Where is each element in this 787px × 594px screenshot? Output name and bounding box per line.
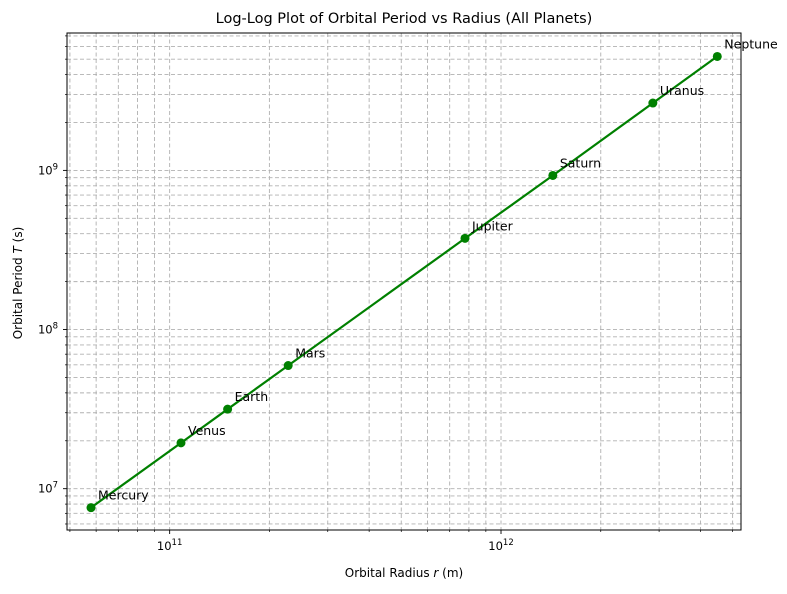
chart-title: Log-Log Plot of Orbital Period vs Radius… <box>216 11 593 27</box>
point-label-mercury: Mercury <box>98 488 149 503</box>
point-labels: Mercury Venus Earth Mars Jupiter Saturn Uranus… <box>98 36 778 502</box>
point-label-venus: Venus <box>188 423 226 438</box>
point-label-neptune: Neptune <box>724 36 778 51</box>
point-label-mars: Mars <box>295 346 325 361</box>
y-tick-label: 107 <box>38 481 58 496</box>
series-line <box>90 55 718 509</box>
data-point-mercury <box>86 503 96 513</box>
point-label-jupiter: Jupiter <box>471 218 514 233</box>
data-point-venus <box>176 438 186 448</box>
data-point-mars <box>283 361 293 371</box>
grid-lines <box>67 33 741 530</box>
data-point-neptune <box>712 51 722 61</box>
x-tick-label: 1011 <box>157 538 182 553</box>
axis-ticks: 1011 1012 107 108 109 <box>38 35 733 553</box>
data-point-saturn <box>548 170 558 180</box>
x-axis-label: Orbital Radius r (m) <box>345 566 463 580</box>
y-tick-label: 109 <box>38 162 58 177</box>
point-label-uranus: Uranus <box>660 83 704 98</box>
data-series <box>86 51 722 513</box>
data-point-jupiter <box>460 233 470 243</box>
point-label-saturn: Saturn <box>560 155 601 170</box>
x-tick-label: 1012 <box>488 538 513 553</box>
data-point-earth <box>223 404 233 414</box>
data-point-uranus <box>648 98 658 108</box>
point-label-earth: Earth <box>235 389 269 404</box>
y-axis-label: Orbital Period T (s) <box>11 227 25 340</box>
y-tick-label: 108 <box>38 322 58 337</box>
